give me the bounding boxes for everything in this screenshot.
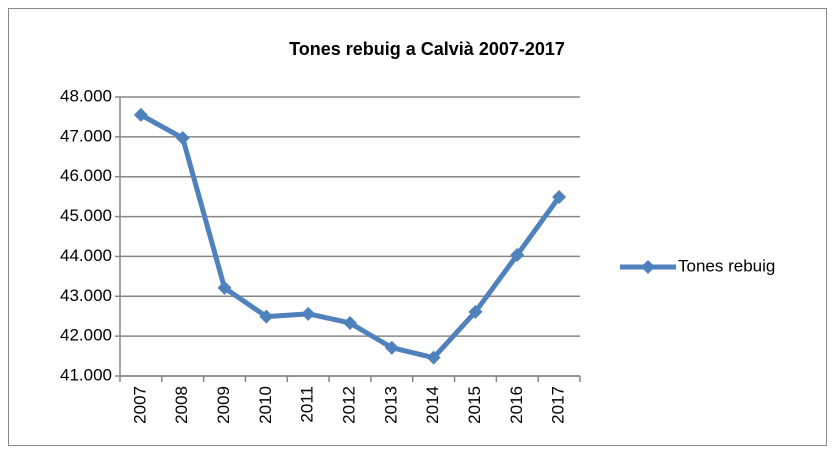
point-marker <box>133 107 148 122</box>
y-tick-label: 48.000 <box>60 86 112 105</box>
legend-label: Tones rebuig <box>678 256 775 275</box>
x-tick-label: 2012 <box>339 386 358 424</box>
y-tick-label: 47.000 <box>60 126 112 145</box>
point-marker <box>468 304 483 319</box>
point-marker <box>259 309 274 324</box>
chart-title: Tones rebuig a Calvià 2007-2017 <box>289 39 565 59</box>
chart-border <box>8 8 827 446</box>
x-tick-label: 2008 <box>172 386 191 424</box>
y-tick-label: 45.000 <box>60 206 112 225</box>
point-marker <box>343 315 357 330</box>
point-marker <box>552 190 567 205</box>
point-marker <box>426 350 441 365</box>
x-tick-label: 2014 <box>423 386 442 424</box>
x-tick-label: 2017 <box>549 386 568 424</box>
y-tick-label: 44.000 <box>60 246 112 265</box>
x-tick-label: 2016 <box>507 386 526 424</box>
y-tick-label: 43.000 <box>60 286 112 305</box>
x-tick-label: 2013 <box>381 386 400 424</box>
y-tick-label: 42.000 <box>60 326 112 345</box>
point-marker <box>384 340 399 355</box>
y-tick-label: 46.000 <box>60 166 112 185</box>
legend-marker <box>641 260 655 274</box>
point-marker <box>510 247 525 262</box>
point-marker <box>175 131 190 146</box>
point-marker <box>217 280 232 295</box>
point-marker <box>301 306 316 321</box>
x-tick-label: 2011 <box>298 386 317 423</box>
x-tick-label: 2010 <box>256 386 275 424</box>
x-tick-label: 2007 <box>130 386 149 424</box>
y-tick-label: 41.000 <box>60 365 112 384</box>
x-tick-label: 2009 <box>214 386 233 424</box>
x-tick-label: 2015 <box>465 386 484 424</box>
